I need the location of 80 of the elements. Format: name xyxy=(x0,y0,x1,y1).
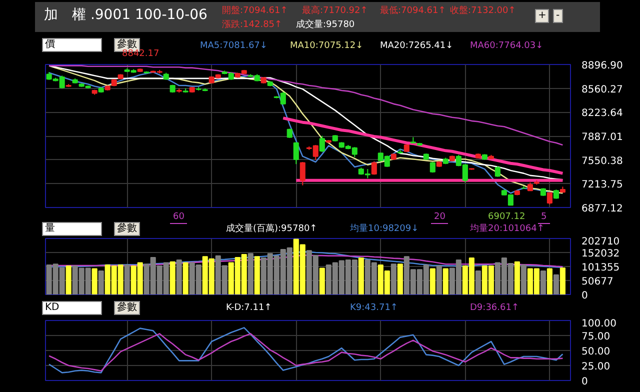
text: 收盤:7132.00↑ xyxy=(450,5,516,17)
text: 最高:7170.92↑ xyxy=(302,5,368,17)
y-tick-label: 6877.12 xyxy=(582,204,623,214)
bar xyxy=(514,261,520,294)
y-tick-label: 50677 xyxy=(582,276,614,288)
bar xyxy=(560,267,566,294)
text: K-D:7.11↑ xyxy=(226,302,272,314)
y-tick-label: 50.00 xyxy=(582,346,610,358)
text: 6907.12 xyxy=(488,211,526,223)
text: 成交量(百萬):95780↑ xyxy=(226,223,318,235)
bar xyxy=(66,266,72,294)
y-tick-label: 8223.64 xyxy=(582,108,623,120)
text: 參數 xyxy=(114,301,140,315)
bar xyxy=(170,261,176,294)
line-series xyxy=(48,333,564,372)
candlestick xyxy=(371,160,377,176)
candlestick xyxy=(300,161,306,186)
text: 價 xyxy=(42,38,102,52)
text: 量 xyxy=(42,222,102,236)
line-series xyxy=(48,327,564,374)
candlestick xyxy=(293,142,299,165)
bar xyxy=(98,270,104,294)
y-tick-label: 8560.27 xyxy=(582,84,623,96)
text: 參數 xyxy=(114,222,140,236)
text: KD xyxy=(42,301,102,315)
bar xyxy=(546,268,552,294)
candlestick xyxy=(286,128,292,138)
line-series xyxy=(48,65,564,146)
text: - xyxy=(553,9,563,23)
candlestick xyxy=(494,166,500,178)
y-tick-label: 100.00 xyxy=(582,318,616,330)
bar xyxy=(430,268,436,294)
text: MA10:7075.12↓ xyxy=(290,40,364,52)
bar xyxy=(124,264,130,294)
text: 成交量:95780 xyxy=(296,19,355,31)
y-tick-label: 8896.90 xyxy=(582,60,623,72)
bar xyxy=(176,259,182,294)
y-tick-label: 7550.38 xyxy=(582,156,623,167)
y-tick-label: 7213.75 xyxy=(582,180,623,191)
bar xyxy=(254,256,260,294)
text: MA60:7764.03↓ xyxy=(470,40,544,52)
text: 60 xyxy=(170,211,188,224)
y-tick-label: 75.00 xyxy=(582,332,610,342)
chart-title: 加 權 .9001 100-10-06 xyxy=(44,7,208,23)
bar xyxy=(358,258,364,294)
bar xyxy=(319,268,325,294)
y-tick-label: 202710 xyxy=(582,236,620,248)
candlestick xyxy=(553,189,559,200)
text: 開盤:7094.61↑ xyxy=(222,5,288,17)
y-tick-label: 25.00 xyxy=(582,362,610,372)
y-tick-label: 101355 xyxy=(582,262,620,274)
line-series xyxy=(282,116,564,175)
bar xyxy=(248,253,254,294)
text: 5 xyxy=(538,211,550,224)
bar xyxy=(390,264,396,294)
text: K9:43.71↑ xyxy=(350,302,398,314)
text: 20 xyxy=(431,211,448,224)
text: MA20:7265.41↓ xyxy=(380,40,454,52)
bar xyxy=(540,270,546,294)
text: MA5:7081.67↓ xyxy=(200,40,268,52)
text: 最低:7094.61↑ xyxy=(380,5,446,17)
bar xyxy=(553,274,559,294)
y-tick-label: 152032 xyxy=(582,248,620,260)
candlestick xyxy=(546,192,552,205)
bar xyxy=(475,270,481,294)
bar xyxy=(520,264,526,294)
text: 均量10:98209↓ xyxy=(350,223,419,235)
bar xyxy=(182,262,188,294)
bar xyxy=(436,266,442,294)
y-tick-label: 7887.01 xyxy=(582,132,623,143)
bar xyxy=(92,268,98,294)
legend-label: 均量20:101064↑ xyxy=(470,223,544,235)
candlestick xyxy=(319,135,325,153)
y-tick-label: 0 xyxy=(582,376,588,388)
text: + xyxy=(535,9,550,23)
bar xyxy=(397,264,403,294)
y-tick-label: 0 xyxy=(582,290,588,302)
text: D9:36.61↑ xyxy=(470,302,519,314)
bar xyxy=(442,268,448,294)
text: 漲跌:142.85↑ xyxy=(222,19,282,31)
